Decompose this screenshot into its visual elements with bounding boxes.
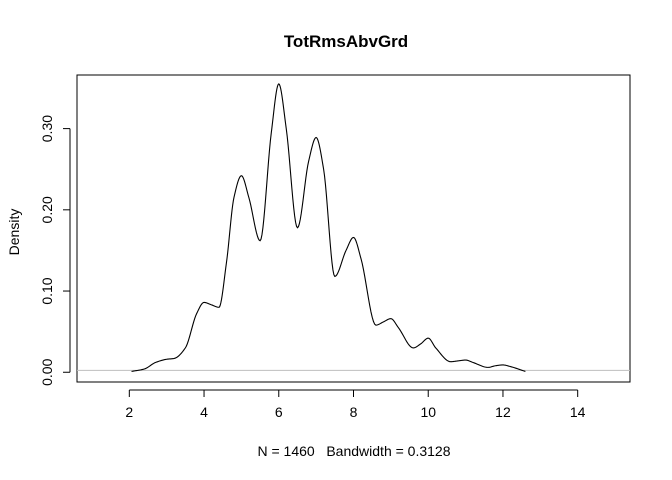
y-tick-label: 0.30 — [39, 115, 55, 142]
y-tick-label: 0.10 — [39, 277, 55, 304]
x-axis: 2 4 6 8 10 12 14 — [125, 389, 586, 420]
x-tick-label: 8 — [350, 404, 358, 420]
x-tick-label: 10 — [420, 404, 436, 420]
y-tick-label: 0.00 — [39, 358, 55, 385]
x-axis-label: N = 1460 Bandwidth = 0.3128 — [257, 443, 450, 459]
x-tick-label: 12 — [495, 404, 511, 420]
y-axis: 0.00 0.10 0.20 0.30 — [39, 115, 71, 386]
x-tick-label: 6 — [275, 404, 283, 420]
x-tick-label: 2 — [125, 404, 133, 420]
y-axis-label: Density — [6, 209, 22, 256]
y-tick-label: 0.20 — [39, 196, 55, 223]
x-tick-label: 14 — [570, 404, 586, 420]
plot-frame — [76, 74, 631, 383]
x-tick-label: 4 — [200, 404, 208, 420]
chart-title: TotRmsAbvGrd — [284, 32, 408, 51]
density-line — [131, 83, 526, 372]
